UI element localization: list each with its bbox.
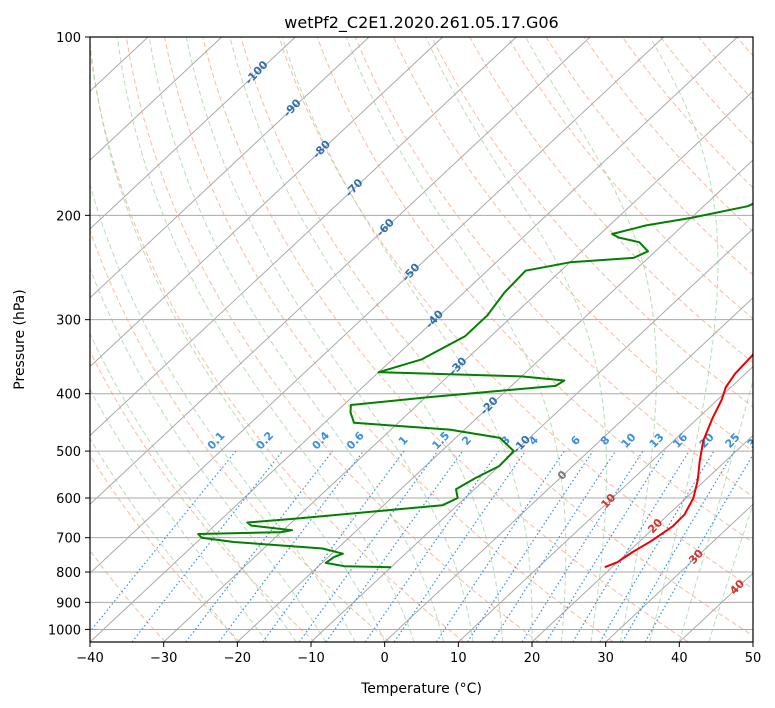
mixing-ratio-lines bbox=[90, 450, 753, 642]
dry-adiabat-line bbox=[393, 37, 753, 453]
y-tick-label: 900 bbox=[56, 596, 81, 611]
x-tick-label: 10 bbox=[450, 651, 467, 666]
isotherm-line bbox=[90, 37, 296, 230]
moist-adiabat-line bbox=[678, 378, 753, 642]
dry-adiabat-line bbox=[202, 37, 689, 642]
moist-adiabat-line bbox=[229, 37, 503, 642]
isotherm-line bbox=[384, 297, 753, 642]
mixing-ratio-line bbox=[545, 450, 666, 642]
y-tick-label: 100 bbox=[56, 31, 81, 46]
isotherm-line bbox=[90, 37, 223, 161]
isotherm-line bbox=[605, 503, 753, 642]
mixing-ratio-line bbox=[393, 450, 526, 642]
mixing-ratio-line bbox=[435, 450, 565, 642]
x-tick-label: 0 bbox=[381, 651, 389, 666]
moist-adiabat-line bbox=[425, 37, 608, 642]
dry-adiabat-line bbox=[431, 37, 753, 408]
y-tick-label: 500 bbox=[56, 445, 81, 460]
dry-adiabat-line bbox=[316, 37, 753, 544]
mixing-ratio-line bbox=[364, 450, 500, 642]
isotherms bbox=[90, 37, 753, 642]
dry-adiabat-line bbox=[240, 37, 753, 637]
moist-adiabat-line bbox=[90, 332, 297, 642]
mixing-ratio-line bbox=[218, 450, 364, 642]
moist-adiabat-line bbox=[90, 266, 327, 642]
x-tick-label: 20 bbox=[524, 651, 541, 666]
moist-adiabat-line bbox=[345, 37, 567, 642]
moist-adiabat-line bbox=[525, 37, 657, 642]
isotherm-line bbox=[90, 37, 591, 505]
moist-adiabat-line bbox=[90, 388, 268, 642]
mixing-ratio-line bbox=[466, 450, 594, 642]
isotherm-line bbox=[531, 434, 753, 642]
dry-adiabat-line bbox=[469, 37, 753, 364]
chart-title: wetPf2_C2E1.2020.261.05.17.G06 bbox=[284, 13, 558, 33]
mixing-ratio-line bbox=[262, 450, 405, 642]
moist-adiabat-line bbox=[148, 37, 445, 642]
isotherm-line bbox=[457, 365, 753, 642]
moist-adiabat-line bbox=[649, 37, 719, 642]
x-tick-label: −10 bbox=[297, 651, 324, 666]
dry-adiabat-line bbox=[164, 37, 614, 642]
moist-adiabat-line bbox=[708, 503, 753, 642]
mixing-ratio-line bbox=[325, 450, 464, 642]
y-tick-label: 300 bbox=[56, 314, 81, 329]
dry-adiabat-line bbox=[90, 350, 316, 642]
isotherm-line bbox=[236, 159, 753, 642]
y-tick-label: 200 bbox=[56, 209, 81, 224]
isotherm-line bbox=[90, 37, 370, 299]
moist-adiabat-line bbox=[281, 37, 533, 642]
x-tick-label: −20 bbox=[224, 651, 251, 666]
x-tick-label: −40 bbox=[76, 651, 103, 666]
y-tick-label: 400 bbox=[56, 388, 81, 403]
y-tick-label: 600 bbox=[56, 492, 81, 507]
dry-adiabat-line bbox=[125, 37, 540, 642]
y-tick-label: 1000 bbox=[48, 623, 81, 638]
moist-adiabat-line bbox=[90, 37, 386, 642]
y-tick-label: 800 bbox=[56, 566, 81, 581]
mixing-ratio-line bbox=[572, 450, 690, 642]
isotherm-line bbox=[90, 37, 738, 642]
isotherm-line bbox=[90, 37, 517, 437]
x-tick-label: 50 bbox=[745, 651, 762, 666]
plot-frame bbox=[89, 36, 754, 643]
moist-adiabat-line bbox=[90, 437, 238, 642]
mixing-ratio-line bbox=[90, 450, 237, 633]
mixing-ratio-line bbox=[298, 450, 439, 642]
moist-adiabat-line bbox=[90, 182, 356, 642]
x-axis-label: Temperature (°C) bbox=[360, 681, 482, 697]
dry-adiabat-line bbox=[583, 37, 753, 232]
mixing-ratio-line bbox=[521, 450, 644, 642]
y-axis-label: Pressure (hPa) bbox=[12, 289, 28, 389]
dry-adiabats bbox=[90, 37, 753, 642]
mixing-ratio-line bbox=[491, 450, 616, 642]
temperature-series-line bbox=[604, 352, 753, 569]
axes: −40 −30 −20 −10 0 10 20 30 40 50 100 200 300 400 500 60… bbox=[48, 31, 761, 666]
dry-adiabat-line bbox=[660, 37, 753, 145]
dry-adiabat-line bbox=[90, 229, 390, 642]
dewpoint-series-line bbox=[197, 202, 753, 569]
dry-adiabat-line bbox=[545, 37, 753, 276]
x-tick-label: 40 bbox=[671, 651, 688, 666]
dry-adiabat-line bbox=[278, 37, 753, 590]
isotherm-line bbox=[163, 90, 753, 642]
sounding-series bbox=[197, 202, 753, 569]
x-tick-label: 30 bbox=[597, 651, 614, 666]
isotherm-line bbox=[90, 37, 665, 574]
dry-adiabat-line bbox=[90, 47, 465, 642]
mixing-ratio-label: 30 bbox=[745, 430, 765, 450]
isotherm-line bbox=[310, 228, 753, 642]
moist-adiabat-line bbox=[185, 37, 474, 642]
dry-adiabat-line bbox=[354, 37, 753, 498]
isotherm-line bbox=[90, 37, 444, 368]
x-tick-label: −30 bbox=[150, 651, 177, 666]
y-tick-label: 700 bbox=[56, 532, 81, 547]
